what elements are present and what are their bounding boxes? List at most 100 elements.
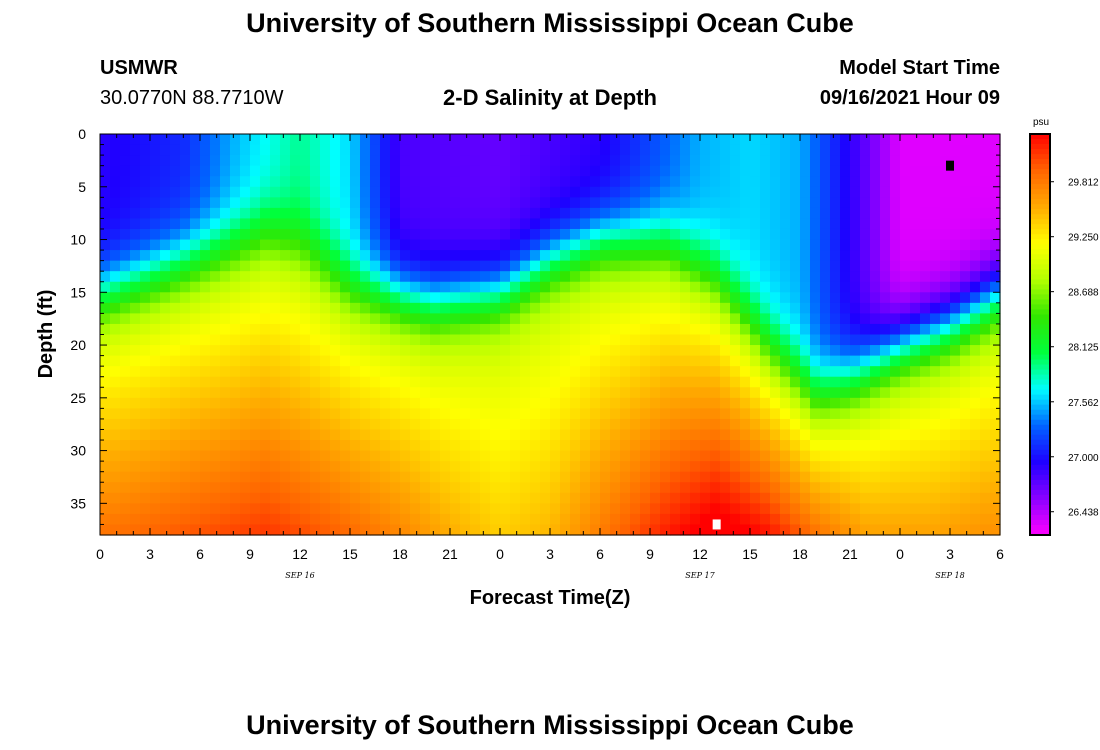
heatmap-cell xyxy=(610,218,621,230)
heatmap-cell xyxy=(360,292,371,304)
heatmap-cell xyxy=(720,408,731,420)
heatmap-cell xyxy=(100,334,111,346)
heatmap-cell xyxy=(540,271,551,283)
heatmap-cell xyxy=(460,429,471,441)
heatmap-cell xyxy=(200,155,211,167)
heatmap-cell xyxy=(100,176,111,188)
heatmap-cell xyxy=(750,218,761,230)
heatmap-cell xyxy=(470,186,481,198)
heatmap-cell xyxy=(140,366,151,378)
heatmap-cell xyxy=(840,345,851,357)
heatmap-cell xyxy=(680,482,691,494)
heatmap-cell xyxy=(880,387,891,399)
heatmap-cell xyxy=(950,260,961,272)
heatmap-cell xyxy=(340,387,351,399)
heatmap-cell xyxy=(880,292,891,304)
heatmap-cell xyxy=(790,408,801,420)
y-tick-label: 35 xyxy=(70,495,86,511)
heatmap-cell xyxy=(680,218,691,230)
colorbar-label: 27.562 xyxy=(1068,398,1099,409)
heatmap-cell xyxy=(770,471,781,483)
heatmap-cell xyxy=(910,197,921,209)
heatmap-cell xyxy=(870,313,881,325)
heatmap-cell xyxy=(860,313,871,325)
heatmap-cell xyxy=(740,144,751,156)
heatmap-cell xyxy=(590,366,601,378)
heatmap-cell xyxy=(800,397,811,409)
heatmap-cell xyxy=(660,471,671,483)
heatmap-cell xyxy=(810,176,821,188)
heatmap-cell xyxy=(810,408,821,420)
heatmap-cell xyxy=(830,461,841,473)
heatmap-cell xyxy=(870,387,881,399)
heatmap-cell xyxy=(490,461,501,473)
heatmap-cell xyxy=(770,334,781,346)
heatmap-cell xyxy=(550,218,561,230)
heatmap-cell xyxy=(770,366,781,378)
heatmap-cell xyxy=(630,366,641,378)
heatmap-cell xyxy=(550,429,561,441)
heatmap-cell xyxy=(230,281,241,293)
heatmap-cell xyxy=(210,482,221,494)
heatmap-cell xyxy=(600,176,611,188)
heatmap-cell xyxy=(740,482,751,494)
heatmap-cell xyxy=(740,292,751,304)
heatmap-cell xyxy=(340,260,351,272)
heatmap-cell xyxy=(960,165,971,177)
heatmap-cell xyxy=(450,376,461,388)
heatmap-cell xyxy=(170,450,181,462)
heatmap-cell xyxy=(740,271,751,283)
heatmap-cell xyxy=(780,366,791,378)
heatmap-cell xyxy=(280,397,291,409)
heatmap-cell xyxy=(920,228,931,241)
heatmap-cell xyxy=(300,176,311,188)
heatmap-cell xyxy=(500,134,511,146)
heatmap-cell xyxy=(910,207,921,220)
heatmap-cell xyxy=(210,492,221,504)
heatmap-cell xyxy=(480,418,491,431)
heatmap-cell xyxy=(460,144,471,156)
heatmap-cell xyxy=(720,418,731,431)
heatmap-cell xyxy=(900,207,911,220)
heatmap-cell xyxy=(870,186,881,198)
heatmap-cell xyxy=(210,155,221,167)
heatmap-cell xyxy=(730,345,741,357)
heatmap-cell xyxy=(170,197,181,209)
heatmap-cell xyxy=(880,281,891,293)
heatmap-cell xyxy=(570,513,581,526)
heatmap-cell xyxy=(710,281,721,293)
heatmap-cell xyxy=(940,503,951,515)
heatmap-cell xyxy=(690,165,701,177)
heatmap-cell xyxy=(310,492,321,504)
heatmap-cell xyxy=(380,292,391,304)
heatmap-cell xyxy=(640,302,651,314)
heatmap-cell xyxy=(570,376,581,388)
heatmap-cell xyxy=(890,197,901,209)
heatmap-cell xyxy=(770,155,781,167)
heatmap-cell xyxy=(120,334,131,346)
heatmap-cell xyxy=(930,376,941,388)
heatmap-cell xyxy=(370,165,381,177)
heatmap-cell xyxy=(230,239,241,251)
heatmap-cell xyxy=(410,397,421,409)
colorbar-segment xyxy=(1030,149,1050,155)
heatmap-cell xyxy=(130,440,141,452)
colorbar-segment xyxy=(1030,474,1050,481)
heatmap-cell xyxy=(400,313,411,325)
heatmap-cell xyxy=(720,292,731,304)
heatmap-cell xyxy=(430,218,441,230)
heatmap-cell xyxy=(350,186,361,198)
heatmap-cell xyxy=(860,271,871,283)
heatmap-cell xyxy=(370,313,381,325)
heatmap-cell xyxy=(400,271,411,283)
heatmap-cell xyxy=(240,271,251,283)
heatmap-cell xyxy=(790,186,801,198)
heatmap-cell xyxy=(620,408,631,420)
colorbar-segment xyxy=(1030,219,1050,225)
heatmap-cell xyxy=(260,292,271,304)
heatmap-cell xyxy=(510,397,521,409)
heatmap-cell xyxy=(740,239,751,251)
heatmap-cell xyxy=(310,323,321,336)
heatmap-cell xyxy=(450,239,461,251)
heatmap-cell xyxy=(510,228,521,241)
